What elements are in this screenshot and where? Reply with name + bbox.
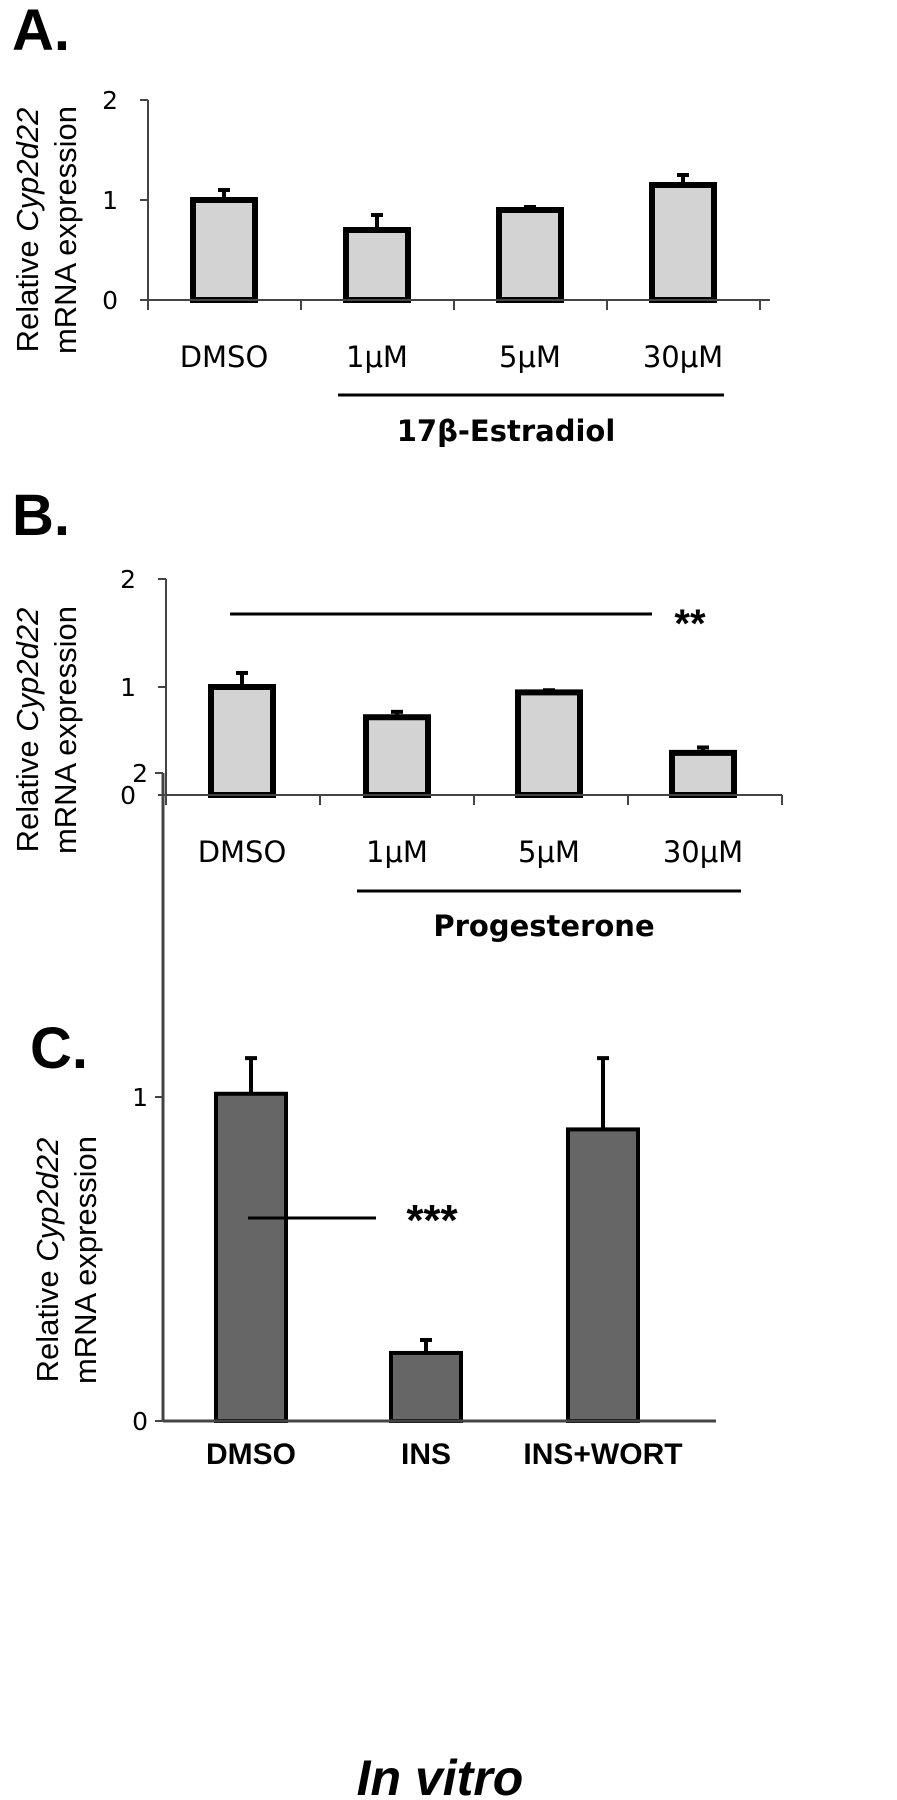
y-tick-label: 2 (102, 86, 118, 115)
y-axis-label-b-line1: Relative Cyp2d22 (10, 608, 45, 853)
bar (190, 197, 258, 303)
bar (566, 1127, 640, 1424)
y-tick-label: 1 (132, 1083, 148, 1112)
category-label: INS+WORT (523, 1438, 682, 1471)
category-label: 30μM (643, 340, 723, 374)
plot-area-c: 0 1 2 DMSO INS INS+WORT (132, 759, 716, 1471)
plot-area-b: 0 1 2 DMSO 1μM 5μM 30μM (120, 565, 783, 893)
category-label: INS (401, 1438, 451, 1471)
significance-label-c: *** (406, 1196, 458, 1245)
y-axis-label-c-line2: mRNA expression (68, 1136, 103, 1384)
category-label: 30μM (663, 835, 743, 869)
y-tick-label: 2 (132, 759, 148, 788)
bar (515, 689, 583, 799)
bar (363, 714, 431, 798)
y-tick-label: 2 (120, 565, 136, 594)
significance-label-b: ** (674, 602, 706, 646)
category-label: 1μM (346, 340, 408, 374)
y-tick-label: 0 (120, 781, 136, 810)
y-tick-label: 0 (102, 286, 118, 315)
group-label-b: Progesterone (433, 909, 654, 943)
bar (343, 227, 411, 303)
group-label-a: 17β-Estradiol (397, 414, 616, 448)
bar (496, 207, 564, 303)
y-axis-label-a-line1: Relative Cyp2d22 (10, 108, 45, 353)
y-tick-label: 0 (132, 1407, 148, 1436)
category-label: DMSO (198, 835, 287, 869)
bar (669, 749, 737, 799)
bar (208, 684, 276, 798)
bar (649, 182, 717, 303)
category-label: 1μM (366, 835, 428, 869)
category-label: 5μM (499, 340, 561, 374)
panel-a: A. Relative Cyp2d22 mRNA expression 0 1 2 D… (10, 0, 770, 448)
plot-area-a: 0 1 2 DMSO 1μM 5μM 30μM (102, 86, 770, 397)
panel-c: C. Relative Cyp2d22 mRNA expression 0 1 2 D… (30, 759, 716, 1471)
category-label: DMSO (206, 1438, 296, 1471)
y-tick-label: 1 (102, 186, 118, 215)
panel-label-b: B. (12, 483, 70, 548)
y-tick-label: 1 (120, 673, 136, 702)
category-label: 5μM (518, 835, 580, 869)
y-axis-label-c-line1: Relative Cyp2d22 (30, 1138, 65, 1383)
panel-label-a: A. (12, 0, 70, 63)
panel-label-c: C. (30, 1016, 88, 1081)
bar (214, 1091, 288, 1423)
category-label: DMSO (180, 340, 269, 374)
y-axis-label-b-line2: mRNA expression (48, 606, 83, 854)
y-axis-label-a-line2: mRNA expression (48, 106, 83, 354)
panel-b: B. Relative Cyp2d22 mRNA expression 0 1 2 D… (10, 483, 783, 943)
footer-label: In vitro (357, 1750, 524, 1800)
bar (389, 1350, 463, 1423)
